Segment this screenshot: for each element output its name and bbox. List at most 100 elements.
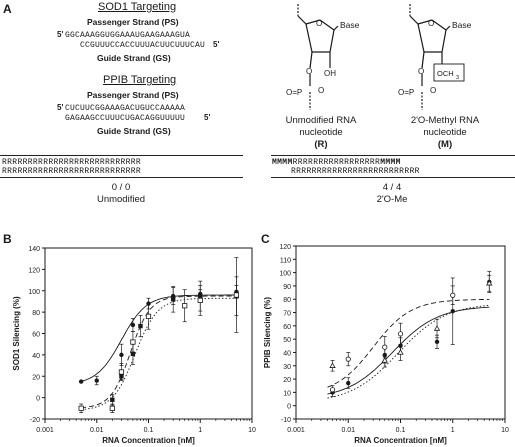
x-tick-label: 10 [248, 427, 256, 434]
panel-a-label: A [3, 2, 12, 16]
x-tick-label: 0.1 [144, 427, 154, 434]
y-tick-label: 60 [283, 324, 291, 331]
nuc-och3-sub: 3 [456, 75, 459, 81]
omet-ratio: 4 / 4 [382, 182, 402, 193]
data-point [197, 297, 203, 303]
ppib-ps-seq: CUCUUCGGAAAGACUGUCCAAAAA [65, 104, 186, 113]
omet-caption-2: nucleotide [423, 127, 467, 138]
y-tick-label: 20 [32, 374, 40, 381]
fit-curve [327, 306, 490, 395]
y-tick-label: 30 [283, 364, 291, 371]
nuc-o3-label: O [306, 67, 312, 76]
data-point [381, 357, 388, 363]
x-axis-title: RNA Concentration [nM] [354, 436, 447, 445]
unmod-caption-3: (R) [314, 139, 328, 150]
y-tick-label: 50 [283, 337, 291, 344]
nuc-phosphate-left-m: O=P [398, 88, 414, 97]
plot-frame [44, 247, 253, 420]
data-point [329, 362, 336, 368]
nuc-phosphate-right-m: O [430, 86, 436, 95]
y-tick-label: 0 [36, 396, 40, 403]
unmod-row-2: RRRRRRRRRRRRRRRRRRRRRRRRRRR [2, 167, 142, 176]
x-tick-label: 1 [198, 427, 202, 434]
sod1-gs-seq: CCGUUUCCACCUUUACUUCUUUCAU [80, 41, 206, 50]
y-tick-label: 120 [279, 244, 291, 251]
data-point [78, 379, 84, 384]
data-point [130, 339, 136, 345]
sod1-five-prime-ps: 5' [57, 30, 64, 39]
omet-row-1-mid: RRRRRRRRRRRRRRRRR [292, 158, 381, 167]
omet-row-2: RRRRRRRRRRRRRRRRRRRRRRRRR [291, 167, 420, 176]
y-tick-label: 0 [287, 404, 291, 411]
data-point [78, 405, 84, 411]
nuc-phosphate-left: O=P [286, 88, 302, 97]
ppib-gs-label: Guide Strand (GS) [97, 126, 171, 136]
y-tick-label: 100 [279, 271, 291, 278]
y-tick-label: 70 [283, 311, 291, 318]
sod1-ps-label: Passenger Strand (PS) [87, 17, 179, 27]
nuc-oxygen-label-m: O [428, 19, 434, 28]
ppib-five-prime-ps: 5' [57, 103, 64, 112]
y-tick-label: 80 [32, 310, 40, 317]
unmod-ratio: 0 / 0 [111, 182, 131, 193]
omet-bottom-rule [271, 177, 515, 178]
unmod-caption-1: Unmodified RNA [285, 115, 357, 126]
data-point [450, 292, 456, 298]
chart-b: -20 0 20 40 60 80 100 120 140 0.001 0.01 0.1 1 10 RNA … [12, 246, 256, 445]
unmodified-nucleotide-structure: Base O OH O O=P O [286, 4, 360, 110]
data-point [182, 303, 188, 309]
omet-row-1-mod-right: MMMM [380, 158, 401, 167]
omet-caption-3: (M) [437, 139, 453, 150]
unmod-caption-2: nucleotide [299, 127, 343, 138]
data-point [382, 344, 388, 350]
data-point [170, 297, 176, 302]
data-point [119, 352, 124, 358]
x-tick-label: 0.01 [90, 427, 104, 434]
y-tick-label: 80 [283, 297, 291, 304]
fit-curve [327, 304, 490, 399]
ppib-ps-label: Passenger Strand (PS) [87, 90, 179, 100]
ppib-five-prime-gs: 5' [204, 113, 211, 122]
data-point [109, 405, 115, 411]
ppib-gs-seq: GAGAAGCCUUUCUGACAGGUUUUU [65, 114, 186, 123]
data-point [346, 380, 351, 386]
nuc-och3-label: OCH [437, 69, 454, 78]
omet-row-1-mod-left: MMMM [272, 158, 293, 167]
data-point [138, 323, 143, 329]
y-tick-label: 20 [283, 377, 291, 384]
omet-name: 2'O-Me [376, 194, 408, 205]
x-tick-label: 1 [451, 427, 455, 434]
nuc-base-label: Base [340, 20, 360, 30]
y-tick-label: 140 [28, 246, 40, 253]
data-point [94, 378, 99, 383]
omet-caption-1: 2'O-Methyl RNA [410, 115, 480, 126]
x-tick-label: 0.001 [36, 427, 54, 434]
sod1-gs-label: Guide Strand (GS) [97, 53, 171, 63]
data-point [145, 313, 152, 319]
data-point [118, 369, 125, 375]
x-tick-label: 0.01 [341, 427, 355, 434]
panel-b-label: B [3, 232, 12, 246]
y-tick-label: -20 [30, 417, 40, 424]
unmod-name: Unmodified [96, 194, 146, 205]
unmod-row-1: RRRRRRRRRRRRRRRRRRRRRRRRRRR [2, 158, 142, 167]
y-tick-label: 120 [28, 267, 40, 274]
data-point [450, 309, 455, 314]
y-tick-label: 40 [283, 350, 291, 357]
y-tick-label: 10 [283, 390, 291, 397]
nuc-oh-label: OH [324, 69, 336, 78]
y-axis-title: SOD1 Silencing (%) [12, 296, 21, 371]
nuc-oxygen-label: O [316, 19, 322, 28]
nuc-phosphate-right: O [318, 86, 324, 95]
data-point [110, 397, 115, 402]
omet-top-rule [271, 155, 515, 156]
panel-c-label: C [261, 232, 270, 246]
omet-row-1: MMMMRRRRRRRRRRRRRRRRRMMMM [272, 158, 401, 167]
fit-curve [81, 295, 237, 409]
fit-curve [81, 294, 237, 382]
fit-curve [327, 298, 490, 388]
data-point [433, 325, 441, 331]
ppib-title: PPIB Targeting [103, 74, 177, 86]
data-point [329, 387, 336, 393]
